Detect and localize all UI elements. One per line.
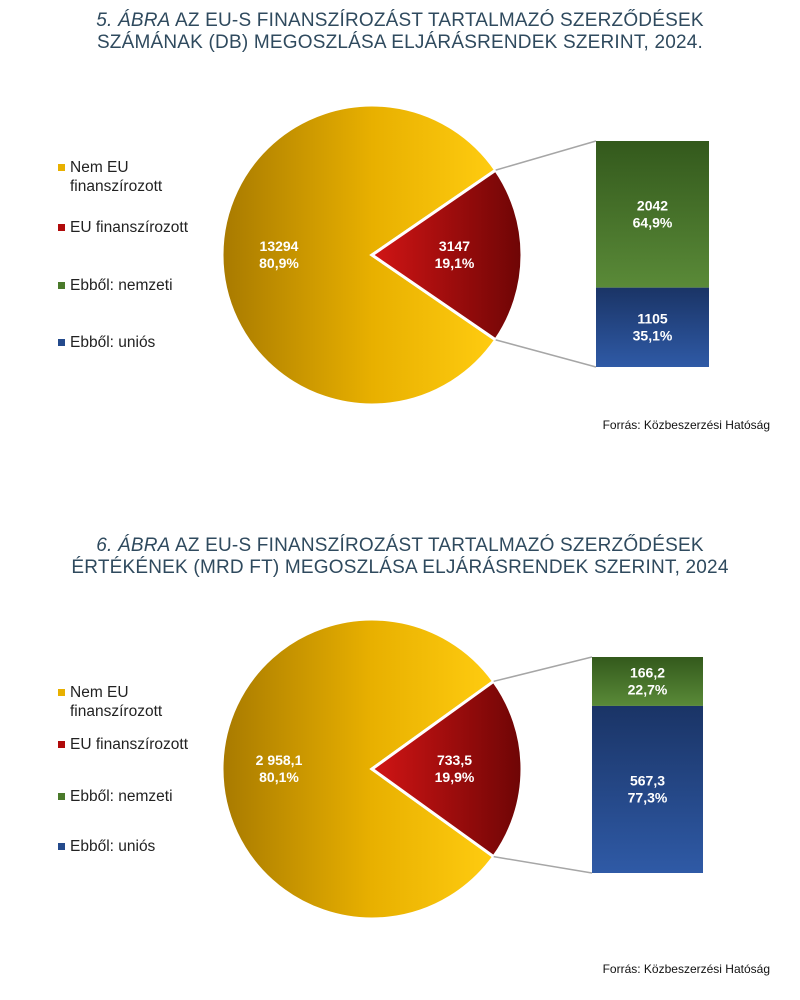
chart-title: 5. ábra AZ EU-S FINANSZÍROZÁST TARTALMAZ…: [40, 10, 760, 54]
label-unios-pct: 77,3%: [628, 789, 668, 805]
label-nem-eu-value: 2 958,1: [256, 752, 303, 768]
pie-of-bar-chart: 13294 80,9% 3147 19,1% 2042 64,9% 1105 35,1%: [220, 103, 709, 407]
figure-number: 6. ábra: [96, 535, 171, 556]
source-note: Forrás: Közbeszerzési Hatóság: [602, 962, 770, 976]
label-nemzeti-pct: 22,7%: [628, 681, 668, 697]
connector-line-bottom: [493, 855, 593, 874]
legend-label: Ebből: nemzeti: [70, 277, 173, 294]
legend-label: Ebből: uniós: [70, 838, 156, 855]
label-unios: 1105 35,1%: [633, 310, 673, 343]
legend-swatch-eu: [58, 224, 65, 231]
legend-label: Nem EU finanszírozott: [70, 159, 163, 195]
title-line-1: AZ EU-S FINANSZÍROZÁST TARTALMAZÓ SZERZŐ…: [174, 10, 704, 31]
label-eu: 3147 19,1%: [435, 238, 475, 271]
legend-item-eu: EU finanszírozott: [58, 218, 188, 237]
legend-swatch-eu: [58, 741, 65, 748]
legend-item-unios: Ebből: uniós: [58, 333, 155, 352]
legend-swatch-unios: [58, 339, 65, 346]
label-unios-value: 1105: [637, 310, 668, 326]
figure-number: 5. ábra: [96, 10, 171, 31]
pie-slice-nem-eu: [220, 103, 498, 407]
connector-line-bottom: [495, 339, 597, 368]
label-unios-pct: 35,1%: [633, 327, 673, 343]
pie-slice-eu: [369, 168, 524, 342]
connector-line-top: [493, 656, 593, 683]
source-note: Forrás: Közbeszerzési Hatóság: [602, 418, 770, 432]
connector-line-top: [495, 140, 597, 171]
legend-item-eu: EU finanszírozott: [58, 735, 188, 754]
title-line-2: ÉRTÉKÉNEK (MRD FT) MEGOSZLÁSA ELJÁRÁSREN…: [71, 557, 729, 578]
label-eu: 733,5 19,9%: [435, 752, 475, 785]
label-eu-value: 733,5: [437, 752, 472, 768]
label-nemzeti-pct: 64,9%: [633, 214, 673, 230]
legend-label: EU finanszírozott: [70, 219, 189, 236]
legend-item-nemzeti: Ebből: nemzeti: [58, 276, 173, 295]
bar-segment-nemzeti: [592, 657, 703, 706]
label-eu-pct: 19,9%: [435, 769, 475, 785]
legend-swatch-nemzeti: [58, 282, 65, 289]
label-eu-pct: 19,1%: [435, 255, 475, 271]
legend-label: Ebből: uniós: [70, 334, 156, 351]
bar-segment-unios: [596, 287, 709, 367]
legend-label: Ebből: nemzeti: [70, 788, 173, 805]
bar-segment-nemzeti: [596, 141, 709, 288]
legend-label: Nem EU finanszírozott: [70, 684, 163, 720]
title-line-1: AZ EU-S FINANSZÍROZÁST TARTALMAZÓ SZERZŐ…: [174, 535, 704, 556]
legend-swatch-nem-eu: [58, 689, 65, 696]
label-nemzeti-value: 2042: [637, 197, 668, 213]
label-nem-eu-pct: 80,1%: [259, 769, 299, 785]
legend-swatch-unios: [58, 843, 65, 850]
bar-segment-unios: [592, 705, 703, 873]
figure-6: 6. ábra AZ EU-S FINANSZÍROZÁST TARTALMAZ…: [0, 525, 800, 1000]
label-nemzeti: 166,2 22,7%: [628, 664, 668, 697]
legend-item-nemzeti: Ebből: nemzeti: [58, 787, 173, 806]
label-eu-value: 3147: [439, 238, 470, 254]
pie-of-bar-chart: 2 958,1 80,1% 733,5 19,9% 166,2 22,7% 567,3 77,…: [220, 617, 703, 921]
legend-item-nem-eu: Nem EU finanszírozott: [58, 158, 162, 196]
label-nem-eu-pct: 80,9%: [259, 255, 299, 271]
chart-title: 6. ábra AZ EU-S FINANSZÍROZÁST TARTALMAZ…: [40, 535, 760, 579]
label-unios: 567,3 77,3%: [628, 772, 668, 805]
legend-label: EU finanszírozott: [70, 736, 189, 753]
label-nem-eu: 2 958,1 80,1%: [256, 752, 303, 785]
label-nem-eu: 13294 80,9%: [259, 238, 299, 271]
legend-item-nem-eu: Nem EU finanszírozott: [58, 683, 162, 721]
label-nemzeti-value: 166,2: [630, 664, 665, 680]
figure-5: 5. ábra AZ EU-S FINANSZÍROZÁST TARTALMAZ…: [0, 0, 800, 470]
label-unios-value: 567,3: [630, 772, 665, 788]
title-line-2: SZÁMÁNAK (DB) MEGOSZLÁSA ELJÁRÁSRENDEK S…: [96, 32, 704, 53]
pie-slice-nem-eu: [220, 617, 496, 921]
pie-slice-eu: [369, 679, 524, 859]
legend-swatch-nem-eu: [58, 164, 65, 171]
legend-item-unios: Ebből: uniós: [58, 837, 155, 856]
label-nemzeti: 2042 64,9%: [633, 197, 673, 230]
legend-swatch-nemzeti: [58, 793, 65, 800]
label-nem-eu-value: 13294: [260, 238, 299, 254]
